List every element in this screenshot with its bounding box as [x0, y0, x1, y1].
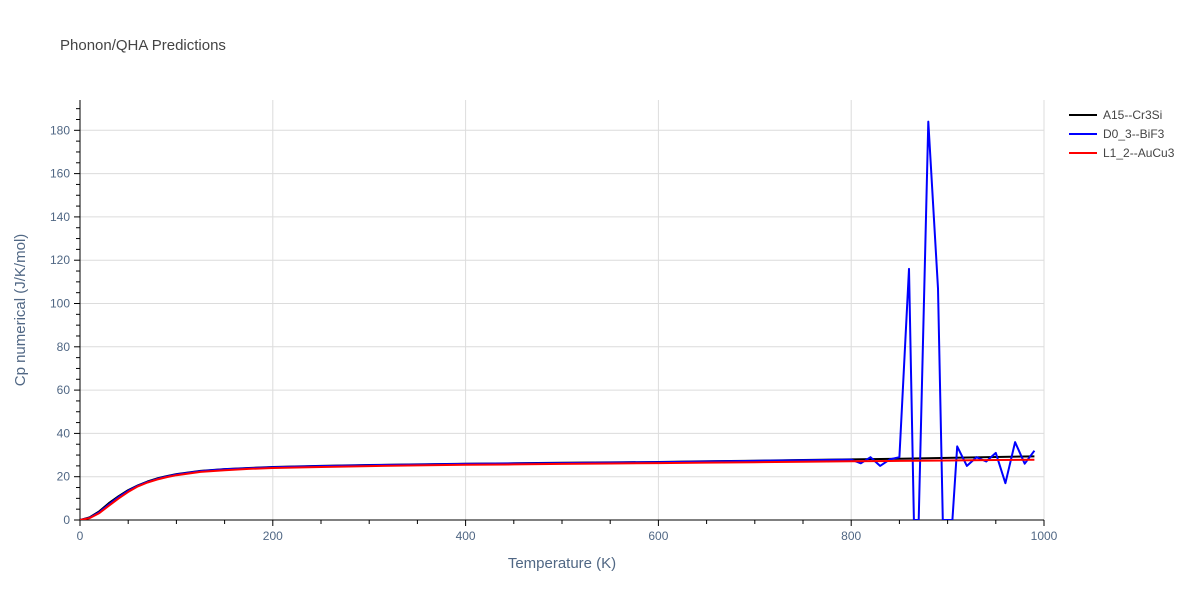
legend-item[interactable]: A15--Cr3Si	[1069, 108, 1162, 122]
x-tick-label: 600	[648, 529, 668, 543]
y-tick-label: 20	[57, 470, 71, 484]
y-tick-label: 180	[50, 123, 70, 137]
y-tick-label: 160	[50, 167, 70, 181]
y-tick-label: 0	[63, 513, 70, 527]
legend-label: A15--Cr3Si	[1103, 108, 1162, 122]
y-tick-label: 60	[57, 383, 71, 397]
y-tick-label: 40	[57, 426, 71, 440]
legend-label: D0_3--BiF3	[1103, 127, 1165, 141]
legend-item[interactable]: L1_2--AuCu3	[1069, 146, 1175, 160]
y-axis-label: Cp numerical (J/K/mol)	[12, 234, 29, 387]
y-tick-label: 140	[50, 210, 70, 224]
gridlines	[80, 100, 1045, 520]
axes	[74, 100, 1045, 526]
y-tick-label: 100	[50, 297, 70, 311]
x-tick-label: 200	[263, 529, 283, 543]
x-tick-label: 800	[841, 529, 861, 543]
plot-area	[80, 120, 1036, 520]
x-axis-label: Temperature (K)	[508, 555, 616, 572]
legend-item[interactable]: D0_3--BiF3	[1069, 127, 1165, 141]
legend[interactable]: A15--Cr3Si D0_3--BiF3 L1_2--AuCu3	[1069, 108, 1175, 160]
chart-title: Phonon/QHA Predictions	[60, 37, 226, 54]
y-tick-label: 80	[57, 340, 71, 354]
tick-labels: 0 200 400 600 800 1000 0 20 40 60 80 100 120 140 160 18…	[50, 123, 1058, 543]
x-tick-label: 400	[456, 529, 476, 543]
legend-label: L1_2--AuCu3	[1103, 146, 1175, 160]
x-tick-label: 0	[77, 529, 84, 543]
x-tick-label: 1000	[1031, 529, 1058, 543]
y-tick-label: 120	[50, 253, 70, 267]
series-line-l1-2-aucu3[interactable]	[80, 458, 1035, 520]
